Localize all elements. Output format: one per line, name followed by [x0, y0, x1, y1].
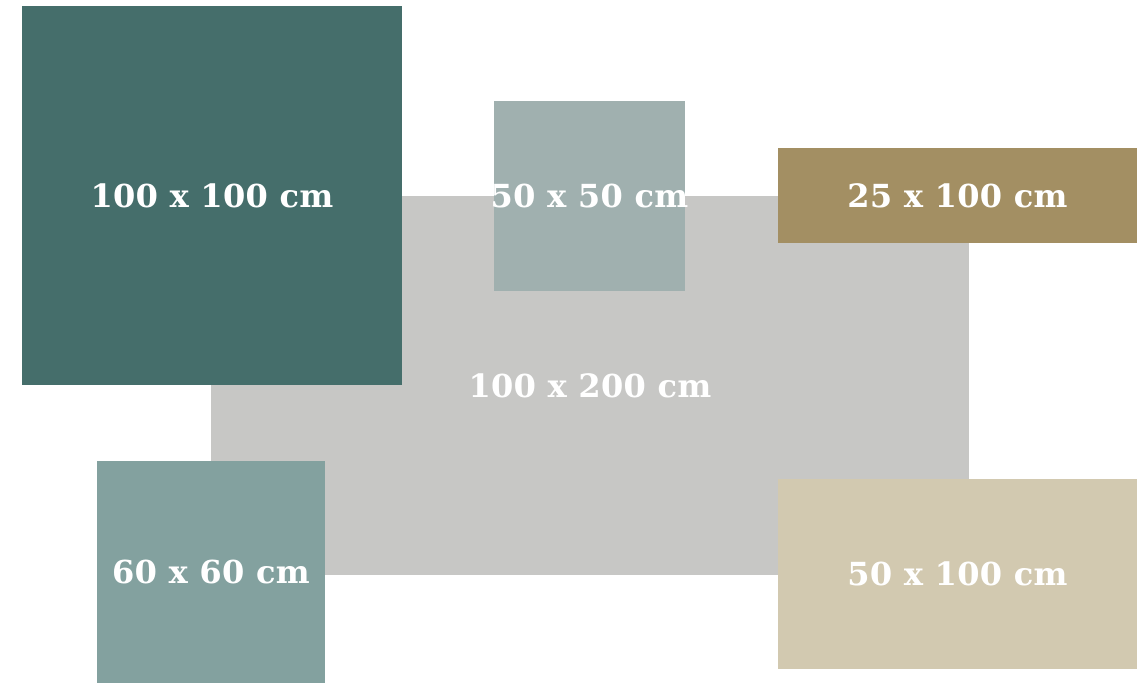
size-tile-50x100: 50 x 100 cm	[778, 479, 1137, 669]
size-label-50x50: 50 x 50 cm	[490, 177, 689, 215]
size-label-25x100: 25 x 100 cm	[847, 176, 1068, 215]
size-tile-60x60: 60 x 60 cm	[97, 461, 325, 683]
size-tile-100x100: 100 x 100 cm	[22, 6, 402, 385]
size-tile-50x50: 50 x 50 cm	[491, 101, 688, 291]
size-tile-25x100: 25 x 100 cm	[778, 148, 1137, 243]
size-label-50x100: 50 x 100 cm	[847, 555, 1068, 593]
size-label-100x200: 100 x 200 cm	[468, 366, 712, 405]
size-label-60x60: 60 x 60 cm	[112, 553, 310, 591]
size-label-100x100: 100 x 100 cm	[90, 176, 334, 215]
